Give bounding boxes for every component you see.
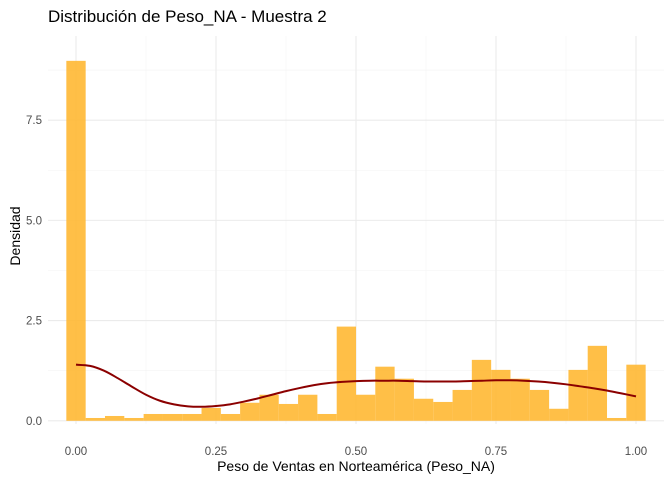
histogram-bars <box>66 60 646 421</box>
x-axis-ticks: 0.00 0.25 0.50 0.75 1.00 <box>65 446 647 458</box>
histogram-bar <box>104 415 125 421</box>
histogram-bar <box>259 394 279 421</box>
x-tick-label: 0.00 <box>65 446 87 458</box>
y-axis-title: Densidad <box>7 206 23 265</box>
histogram-bar <box>587 345 608 421</box>
x-tick-label: 0.50 <box>345 446 367 458</box>
y-tick-label: 2.5 <box>26 316 42 328</box>
density-curve <box>75 363 637 408</box>
histogram-bar <box>336 326 357 421</box>
histogram-bar <box>162 413 183 421</box>
y-axis-ticks: 0.0 2.5 5.0 7.5 <box>26 115 42 428</box>
histogram-bar <box>568 369 588 421</box>
histogram-bar <box>240 402 260 421</box>
histogram-bar <box>85 417 105 421</box>
histogram-bar <box>317 413 337 421</box>
histogram-bar <box>143 413 163 421</box>
histogram-bar <box>510 378 530 421</box>
histogram-bar <box>278 403 299 421</box>
histogram-bar <box>355 394 376 421</box>
histogram-bar <box>607 417 627 421</box>
histogram-bar <box>549 408 569 421</box>
histogram-bar <box>471 359 492 421</box>
histogram-bar <box>433 401 453 421</box>
x-tick-label: 0.25 <box>205 446 227 458</box>
histogram-bar <box>529 389 550 421</box>
histogram-bar <box>124 417 144 421</box>
y-tick-label: 7.5 <box>26 115 42 127</box>
histogram-bar <box>66 60 86 421</box>
histogram-bar <box>626 364 646 421</box>
x-axis-title: Peso de Ventas en Norteamérica (Peso_NA) <box>217 458 495 474</box>
histogram-bar <box>491 369 511 421</box>
y-tick-label: 0.0 <box>26 416 42 428</box>
histogram-bar <box>220 413 241 421</box>
chart-title: Distribución de Peso_NA - Muestra 2 <box>48 7 327 26</box>
histogram-bar <box>298 394 318 421</box>
histogram-bar <box>375 366 395 421</box>
histogram-bar <box>182 413 202 421</box>
histogram-bar <box>394 378 414 421</box>
histogram-bar <box>452 389 472 421</box>
histogram-bar <box>201 407 221 421</box>
x-tick-label: 0.75 <box>485 446 507 458</box>
y-tick-label: 5.0 <box>26 215 42 227</box>
x-tick-label: 1.00 <box>625 446 647 458</box>
histogram-bar <box>413 398 434 421</box>
